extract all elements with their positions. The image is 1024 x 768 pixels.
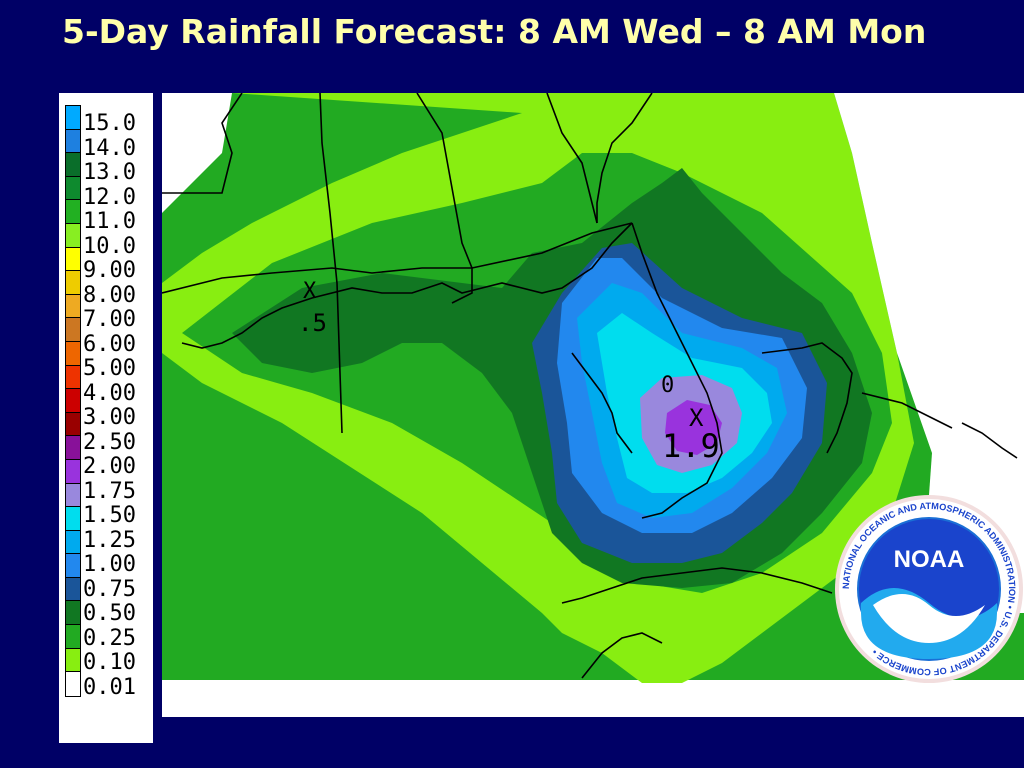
rainfall-field-1.75 bbox=[665, 400, 722, 455]
legend-label: 0.75 bbox=[83, 576, 136, 602]
legend-label: 8.00 bbox=[83, 282, 136, 308]
legend-label: 12.0 bbox=[83, 184, 136, 210]
legend-label: 9.00 bbox=[83, 258, 136, 283]
legend-swatch bbox=[66, 223, 80, 248]
legend-swatch-column bbox=[65, 105, 81, 697]
legend-swatch bbox=[66, 106, 80, 130]
legend-swatch bbox=[66, 176, 80, 201]
legend-label: 13.0 bbox=[83, 160, 136, 185]
legend-label: 1.50 bbox=[83, 503, 136, 528]
legend-label: 4.00 bbox=[83, 380, 136, 406]
legend-swatch bbox=[66, 341, 80, 366]
legend-swatch bbox=[66, 271, 80, 295]
secondary-marker-x: X bbox=[303, 279, 317, 304]
legend-label: 0.01 bbox=[83, 674, 136, 700]
legend-label: 10.0 bbox=[83, 233, 136, 259]
legend-label: 0.50 bbox=[83, 601, 136, 626]
color-scale-legend: 15.0 14.0 13.0 12.0 11.0 10.0 9.00 8.00 7.00 6.00… bbox=[59, 93, 153, 743]
legend-swatch bbox=[66, 389, 80, 413]
legend-swatch bbox=[66, 625, 80, 649]
legend-label: 6.00 bbox=[83, 331, 136, 357]
legend-label: 0.25 bbox=[83, 625, 136, 651]
legend-swatch bbox=[66, 577, 80, 602]
rainfall-map: 0 X 1.9 X .5 bbox=[162, 93, 1024, 717]
max-marker-x: X bbox=[689, 404, 704, 432]
legend-label: 5.00 bbox=[83, 356, 136, 381]
secondary-rainfall-value: .5 bbox=[298, 309, 327, 337]
legend-swatch bbox=[66, 129, 80, 154]
legend-swatch bbox=[66, 294, 80, 319]
rainfall-map-canvas: 0 X 1.9 X .5 bbox=[162, 93, 1024, 717]
legend-swatch bbox=[66, 648, 80, 673]
legend-label: 3.00 bbox=[83, 405, 136, 430]
logo-center-text: NOAA bbox=[894, 546, 965, 573]
legend-swatch bbox=[66, 601, 80, 626]
legend-swatch bbox=[66, 318, 80, 342]
legend-swatch bbox=[66, 530, 80, 555]
legend-swatch bbox=[66, 247, 80, 272]
noaa-logo: NATIONAL OCEANIC AND ATMOSPHERIC ADMINIS… bbox=[835, 495, 1023, 683]
legend-label: 15.0 bbox=[83, 111, 136, 136]
legend-swatch bbox=[66, 412, 80, 437]
no-rain-region bbox=[834, 93, 1024, 463]
legend-swatch bbox=[66, 507, 80, 531]
no-rain-region bbox=[162, 93, 232, 213]
legend-label: 1.00 bbox=[83, 552, 136, 577]
legend-label: 1.75 bbox=[83, 478, 136, 504]
legend-label: 11.0 bbox=[83, 209, 136, 234]
legend-label: 14.0 bbox=[83, 135, 136, 161]
legend-label: 1.25 bbox=[83, 527, 136, 553]
no-data-region bbox=[162, 680, 1024, 717]
contour-annotation-zero: 0 bbox=[661, 373, 674, 398]
legend-swatch bbox=[66, 554, 80, 578]
page-title: 5-Day Rainfall Forecast: 8 AM Wed – 8 AM… bbox=[62, 12, 927, 51]
legend-swatch bbox=[66, 365, 80, 390]
legend-swatch bbox=[66, 483, 80, 508]
legend-label: 7.00 bbox=[83, 307, 136, 332]
legend-swatch bbox=[66, 436, 80, 460]
legend-swatch bbox=[66, 672, 80, 696]
coastline-outlines bbox=[162, 93, 1018, 679]
legend-label: 2.50 bbox=[83, 429, 136, 455]
legend-label: 2.00 bbox=[83, 454, 136, 479]
legend-swatch bbox=[66, 200, 80, 224]
legend-swatch bbox=[66, 459, 80, 484]
legend-swatch bbox=[66, 153, 80, 177]
legend-label-column: 15.0 14.0 13.0 12.0 11.0 10.0 9.00 8.00 7.00 6.00… bbox=[83, 111, 136, 700]
legend-label: 0.10 bbox=[83, 650, 136, 675]
logo-bird-wave bbox=[873, 594, 985, 643]
max-rainfall-value: 1.9 bbox=[662, 427, 720, 465]
